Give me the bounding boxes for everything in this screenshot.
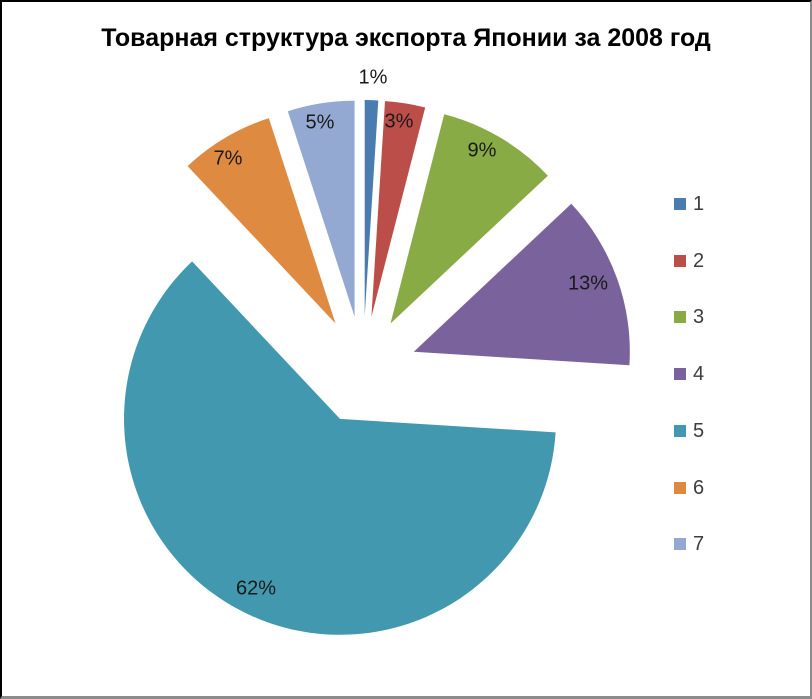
data-label-4: 13%	[567, 272, 609, 295]
legend-swatch-icon	[674, 368, 686, 380]
pie-slice-6[interactable]	[187, 118, 336, 324]
legend-label: 2	[693, 250, 705, 272]
legend-item-3[interactable]: 3	[674, 307, 704, 327]
legend-swatch-icon	[674, 311, 686, 323]
legend-item-1[interactable]: 1	[674, 194, 704, 214]
legend-label: 1	[693, 193, 705, 215]
data-label-1: 1%	[358, 66, 388, 89]
legend-swatch-icon	[674, 255, 686, 267]
data-label-5: 62%	[235, 577, 277, 600]
pie-slice-5[interactable]	[124, 261, 556, 635]
legend-swatch-icon	[674, 198, 686, 210]
legend-item-4[interactable]: 4	[674, 364, 704, 384]
legend-item-5[interactable]: 5	[674, 421, 704, 441]
pie-slice-1[interactable]	[364, 100, 379, 316]
legend-item-6[interactable]: 6	[674, 478, 704, 498]
data-label-7: 5%	[305, 111, 335, 134]
legend-label: 3	[693, 306, 705, 328]
data-label-6: 7%	[213, 147, 243, 170]
legend-item-7[interactable]: 7	[674, 534, 704, 554]
legend-label: 7	[693, 533, 705, 555]
pie-slice-3[interactable]	[390, 114, 548, 324]
pie-slice-4[interactable]	[413, 203, 630, 366]
legend-swatch-icon	[674, 538, 686, 550]
pie-slice-7[interactable]	[287, 100, 355, 317]
legend-label: 6	[693, 477, 705, 499]
chart-title: Товарная структура экспорта Японии за 20…	[101, 24, 711, 52]
data-label-3: 9%	[467, 139, 497, 162]
legend-swatch-icon	[674, 425, 686, 437]
legend-swatch-icon	[674, 482, 686, 494]
legend-label: 5	[693, 420, 705, 442]
legend-item-2[interactable]: 2	[674, 251, 704, 271]
legend-label: 4	[693, 363, 705, 385]
pie-slice-2[interactable]	[371, 101, 426, 317]
data-label-2: 3%	[384, 110, 414, 133]
